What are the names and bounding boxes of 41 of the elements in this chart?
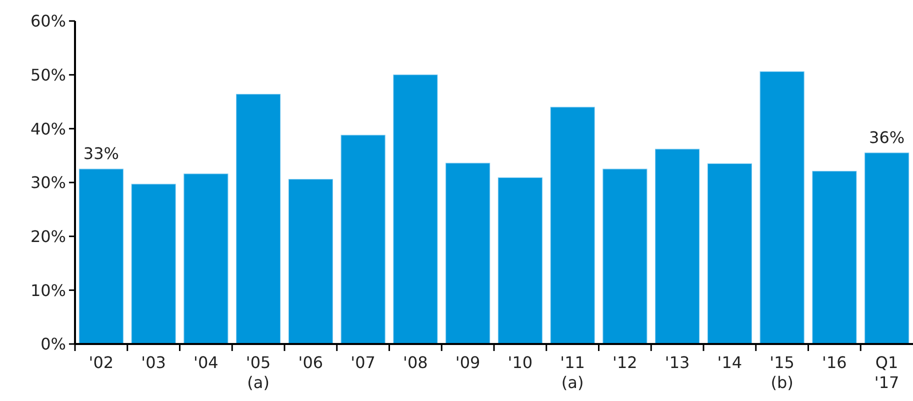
bar xyxy=(550,106,595,344)
x-tick-label: '15 (b) xyxy=(770,353,794,392)
x-tick-label: '03 xyxy=(141,353,166,372)
x-tick-label: '06 xyxy=(298,353,324,372)
y-tick-label: 30% xyxy=(30,173,66,192)
x-tick-label: Q1 '17 xyxy=(874,353,900,392)
x-tick-label: '11 (a) xyxy=(560,353,585,392)
bar xyxy=(655,148,700,344)
data-label: 33% xyxy=(83,144,119,164)
y-tick-label: 40% xyxy=(30,119,66,138)
y-tick-label: 50% xyxy=(30,65,66,84)
bar xyxy=(602,168,648,344)
y-tick-label: 20% xyxy=(30,226,66,246)
bar xyxy=(812,170,857,344)
bar xyxy=(707,163,752,344)
bar xyxy=(340,134,386,344)
bar xyxy=(131,184,176,344)
bar xyxy=(864,152,910,344)
x-tick-label: '14 xyxy=(717,353,742,372)
x-tick-label: '10 xyxy=(508,353,533,372)
bar xyxy=(236,94,281,344)
x-tick-label: '13 xyxy=(664,353,690,372)
data-label: 36% xyxy=(869,128,905,147)
bar xyxy=(760,71,804,344)
bar xyxy=(446,162,490,344)
y-tick-label: 60% xyxy=(30,12,66,31)
x-tick-label: '07 xyxy=(350,353,376,372)
bar xyxy=(288,178,333,344)
x-tick-label: '04 xyxy=(194,353,218,372)
x-tick-label: '12 xyxy=(612,353,638,372)
bar xyxy=(184,174,228,344)
bar xyxy=(393,74,438,344)
bar xyxy=(78,168,124,344)
bar xyxy=(498,177,542,344)
x-tick-label: '08 xyxy=(403,353,428,372)
x-tick-label: '09 xyxy=(455,353,480,372)
x-tick-label: '02 xyxy=(88,353,114,372)
x-tick-label: '05 (a) xyxy=(246,353,271,392)
y-tick-label: 10% xyxy=(30,280,66,300)
y-tick-label: 0% xyxy=(40,334,66,354)
x-tick-label: '16 xyxy=(822,353,847,372)
